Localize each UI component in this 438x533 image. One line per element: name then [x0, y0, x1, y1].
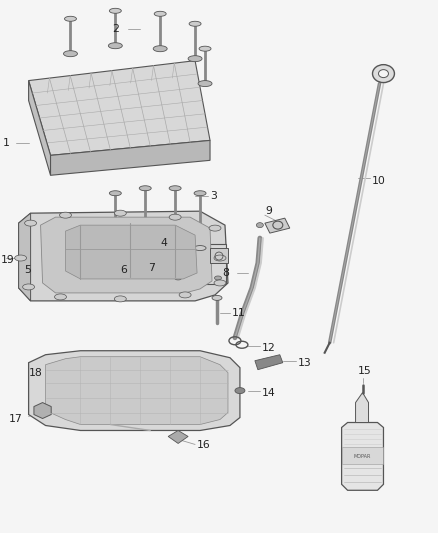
Polygon shape: [28, 80, 50, 175]
Ellipse shape: [199, 46, 211, 51]
Polygon shape: [28, 61, 210, 155]
Polygon shape: [19, 211, 228, 301]
Ellipse shape: [209, 225, 221, 231]
Ellipse shape: [214, 255, 226, 261]
FancyBboxPatch shape: [169, 244, 226, 284]
Ellipse shape: [235, 387, 245, 393]
Text: 6: 6: [120, 265, 127, 275]
Ellipse shape: [108, 43, 122, 49]
Ellipse shape: [179, 292, 191, 298]
Ellipse shape: [169, 186, 181, 191]
Ellipse shape: [110, 246, 121, 251]
Ellipse shape: [23, 284, 35, 290]
Ellipse shape: [114, 210, 126, 216]
Ellipse shape: [64, 51, 78, 56]
Polygon shape: [356, 393, 368, 423]
Text: 10: 10: [371, 176, 385, 186]
Ellipse shape: [114, 296, 126, 302]
Ellipse shape: [256, 223, 263, 228]
Text: 12: 12: [262, 343, 276, 353]
Text: MOPAR: MOPAR: [354, 454, 371, 459]
Ellipse shape: [60, 212, 71, 218]
Text: 17: 17: [9, 414, 22, 424]
Ellipse shape: [25, 220, 37, 226]
Polygon shape: [19, 213, 31, 301]
Polygon shape: [265, 218, 290, 233]
Ellipse shape: [169, 240, 181, 246]
Ellipse shape: [134, 241, 142, 245]
Polygon shape: [255, 355, 283, 370]
Text: 4: 4: [160, 238, 167, 248]
Text: 7: 7: [148, 263, 155, 273]
Ellipse shape: [212, 295, 222, 301]
Ellipse shape: [154, 11, 166, 17]
Ellipse shape: [175, 276, 182, 280]
Ellipse shape: [110, 9, 121, 13]
Text: 11: 11: [232, 308, 246, 318]
Ellipse shape: [139, 186, 151, 191]
Polygon shape: [41, 217, 212, 293]
Polygon shape: [82, 258, 122, 283]
Text: 18: 18: [28, 368, 42, 378]
Text: 8: 8: [222, 268, 229, 278]
Text: 9: 9: [266, 206, 273, 216]
Polygon shape: [168, 431, 188, 443]
Ellipse shape: [194, 246, 206, 251]
Text: 1: 1: [3, 139, 10, 148]
Ellipse shape: [214, 280, 226, 286]
Ellipse shape: [372, 64, 395, 83]
Polygon shape: [34, 402, 51, 418]
Text: 14: 14: [262, 387, 276, 398]
Ellipse shape: [139, 240, 151, 246]
Polygon shape: [342, 447, 384, 464]
Ellipse shape: [129, 238, 147, 248]
Ellipse shape: [110, 191, 121, 196]
Text: 15: 15: [357, 366, 371, 376]
Ellipse shape: [194, 191, 206, 196]
Text: 3: 3: [210, 191, 217, 201]
Ellipse shape: [169, 214, 181, 220]
Polygon shape: [50, 140, 210, 175]
Text: 2: 2: [112, 24, 119, 34]
Polygon shape: [210, 248, 228, 263]
Text: 19: 19: [1, 255, 14, 265]
Ellipse shape: [95, 266, 110, 274]
Ellipse shape: [215, 276, 222, 280]
Ellipse shape: [153, 46, 167, 52]
Polygon shape: [66, 225, 197, 279]
Polygon shape: [46, 357, 228, 424]
Polygon shape: [28, 351, 240, 431]
Ellipse shape: [64, 17, 77, 21]
Ellipse shape: [198, 80, 212, 86]
Ellipse shape: [14, 255, 27, 261]
Text: 5: 5: [25, 265, 32, 275]
Text: 16: 16: [197, 440, 211, 450]
Ellipse shape: [189, 21, 201, 26]
Polygon shape: [342, 423, 384, 490]
Ellipse shape: [54, 294, 67, 300]
Ellipse shape: [188, 55, 202, 62]
Text: 13: 13: [298, 358, 311, 368]
Ellipse shape: [378, 70, 389, 78]
